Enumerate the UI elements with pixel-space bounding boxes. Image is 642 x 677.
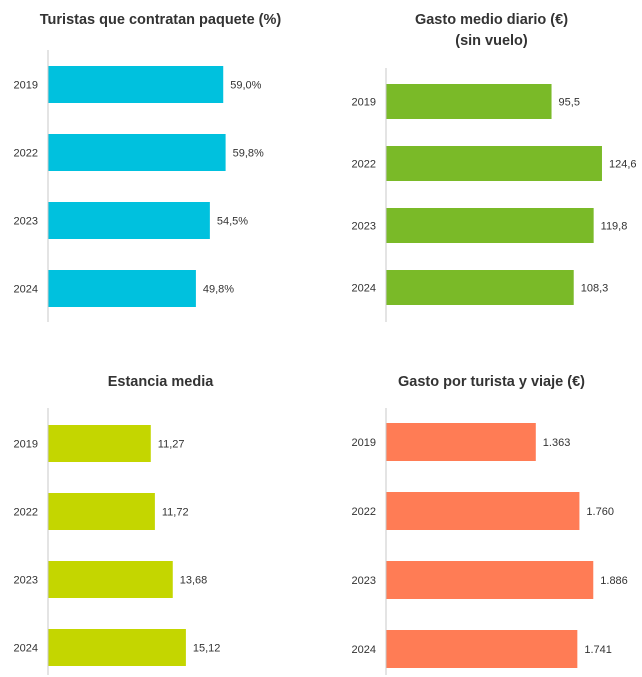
bar-2019	[386, 423, 536, 461]
chart-estancia-media: Estancia media 2019 11,27 2022 11,72 2023 13,6…	[0, 360, 321, 677]
chart-svg: Estancia media 2019 11,27 2022 11,72 2023 13,6…	[14, 374, 221, 675]
chart-svg: Gasto medio diario (€) (sin vuelo) 2019 95,…	[352, 12, 637, 322]
chart-title: Gasto por turista y viaje (€)	[398, 374, 585, 390]
chart-svg: Gasto por turista y viaje (€) 2019 1.363 20…	[352, 374, 628, 675]
bar-2024	[48, 629, 186, 666]
category-label: 2019	[352, 97, 376, 109]
bar-2023	[48, 202, 210, 239]
bar-2024	[386, 270, 574, 305]
category-label: 2019	[14, 80, 38, 92]
category-label: 2023	[352, 221, 376, 233]
chart-gasto-turista-viaje: Gasto por turista y viaje (€) 2019 1.363 20…	[321, 360, 642, 677]
value-label: 124,6	[609, 159, 637, 171]
chart-gasto-medio-diario: Gasto medio diario (€) (sin vuelo) 2019 95,…	[321, 0, 642, 330]
category-label: 2023	[14, 575, 38, 587]
value-label: 11,72	[162, 507, 189, 519]
category-label: 2024	[14, 284, 38, 296]
bar-2023	[48, 561, 173, 598]
bar-2019	[48, 66, 224, 103]
bar-2024	[386, 630, 578, 668]
chart-title: (sin vuelo)	[455, 33, 528, 49]
category-label: 2022	[14, 507, 38, 519]
category-label: 2022	[352, 506, 376, 518]
value-label: 59,0%	[230, 80, 261, 92]
bar-2019	[386, 84, 552, 119]
category-label: 2024	[352, 283, 376, 295]
bar-2022	[386, 146, 602, 181]
value-label: 108,3	[581, 283, 609, 295]
category-label: 2023	[14, 216, 38, 228]
category-label: 2024	[352, 644, 376, 656]
value-label: 11,27	[158, 439, 185, 451]
category-label: 2019	[352, 437, 376, 449]
bar-2023	[386, 561, 594, 599]
value-label: 1.741	[584, 644, 612, 656]
bar-2022	[48, 493, 155, 530]
value-label: 49,8%	[203, 284, 234, 296]
value-label: 15,12	[193, 643, 221, 655]
value-label: 59,8%	[233, 148, 264, 160]
bar-2022	[48, 134, 226, 171]
bar-2019	[48, 425, 151, 462]
chart-turistas-paquete: Turistas que contratan paquete (%) 2019 59…	[0, 0, 321, 330]
chart-title: Estancia media	[108, 374, 215, 390]
category-label: 2024	[14, 643, 38, 655]
category-label: 2022	[14, 148, 38, 160]
category-label: 2022	[352, 159, 376, 171]
value-label: 1.886	[600, 575, 628, 587]
value-label: 13,68	[180, 575, 208, 587]
value-label: 1.363	[543, 437, 571, 449]
value-label: 119,8	[601, 221, 628, 233]
value-label: 95,5	[559, 97, 580, 109]
value-label: 1.760	[586, 506, 614, 518]
value-label: 54,5%	[217, 216, 248, 228]
bar-2022	[386, 492, 580, 530]
chart-title: Gasto medio diario (€)	[415, 12, 568, 28]
bar-2023	[386, 208, 594, 243]
bar-2024	[48, 270, 196, 307]
category-label: 2019	[14, 439, 38, 451]
chart-title: Turistas que contratan paquete (%)	[40, 12, 282, 28]
chart-svg: Turistas que contratan paquete (%) 2019 59…	[14, 12, 282, 322]
category-label: 2023	[352, 575, 376, 587]
